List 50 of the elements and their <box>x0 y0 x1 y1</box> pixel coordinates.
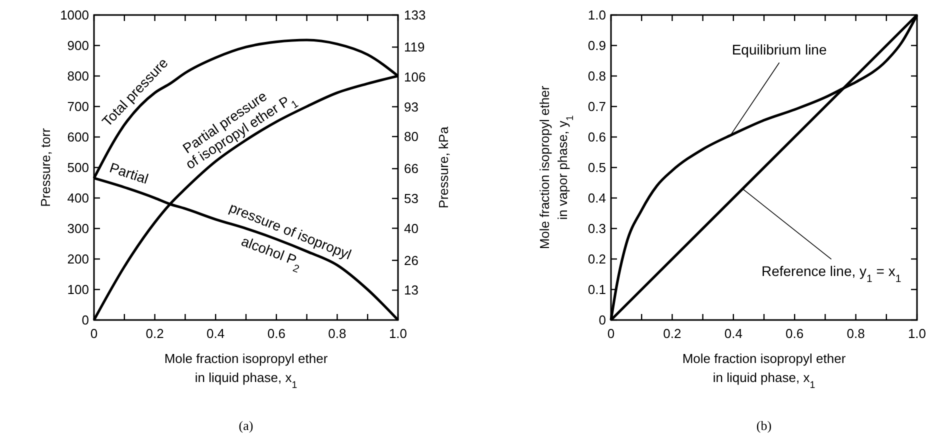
x-tick-label: 0.8 <box>846 326 865 341</box>
y2-tick-label: 80 <box>404 129 418 144</box>
y-tick-label: 0.1 <box>588 282 606 298</box>
y-tick-label: 400 <box>67 190 89 206</box>
y2-tick-label: 106 <box>404 69 426 84</box>
y-tick-label: 0 <box>82 312 89 328</box>
y-tick-label: 0.2 <box>588 252 606 267</box>
y-tick-label: 300 <box>67 221 89 236</box>
y-tick-label: 1.0 <box>588 8 606 23</box>
legend-label: Reference line, y$_{1}$ = x$_{1}$ <box>761 263 902 286</box>
y2-tick-label: 53 <box>404 191 418 206</box>
x-tick-label: 0.6 <box>786 326 804 341</box>
x-tick-label: 0.6 <box>267 326 286 341</box>
y-tick-label: 0.3 <box>588 221 606 236</box>
y-tick-label: 600 <box>67 130 89 145</box>
x-tick-label: 0.4 <box>206 326 225 341</box>
y-tick-label: 1000 <box>60 8 89 23</box>
x-axis-title: Mole fraction isopropyl ether in liquid phase, x$_{1}$ <box>682 351 846 390</box>
x-tick-label: 0.2 <box>146 326 164 341</box>
x-tick-label: 0.4 <box>724 326 742 341</box>
text: (b) <box>756 418 772 433</box>
y2-tick-label: 66 <box>404 161 418 176</box>
y2-axis-title: Pressure, kPa <box>436 126 451 208</box>
x-tick-label: 0.2 <box>663 326 682 341</box>
y-tick-label: 0.5 <box>588 160 606 176</box>
y-tick-label: 900 <box>67 38 89 54</box>
y-tick-label: 0.4 <box>588 190 606 206</box>
y2-tick-label: 119 <box>404 40 425 55</box>
x-tick-label: 1.0 <box>908 326 926 341</box>
y2-tick-label: 133 <box>404 8 426 23</box>
y-tick-label: 800 <box>67 68 89 84</box>
y-tick-label: 200 <box>67 252 89 267</box>
y-tick-label: 100 <box>67 282 89 298</box>
y2-tick-label: 93 <box>404 99 418 114</box>
y-tick-label: 500 <box>67 160 89 176</box>
y2-tick-label: 26 <box>404 252 418 268</box>
x-axis-title: Mole fraction isopropyl ether in liquid phase, x$_{1}$ <box>164 351 328 390</box>
y-tick-label: 700 <box>67 99 89 114</box>
y-tick-label: 0.9 <box>588 38 606 54</box>
y-tick-label: 0.6 <box>588 130 606 145</box>
y2-tick-label: 40 <box>404 220 418 236</box>
y2-tick-label: 13 <box>404 282 418 298</box>
x-tick-label: 1.0 <box>388 326 408 341</box>
y-tick-label: 0.7 <box>588 99 606 114</box>
y-tick-label: 0 <box>598 312 606 328</box>
text: Equilibrium line <box>732 42 827 58</box>
y-axis-title: Pressure, torr <box>38 127 53 207</box>
x-tick-label: 0.8 <box>328 326 346 341</box>
text: (a) <box>238 418 254 433</box>
y-tick-label: 0.8 <box>588 68 606 84</box>
